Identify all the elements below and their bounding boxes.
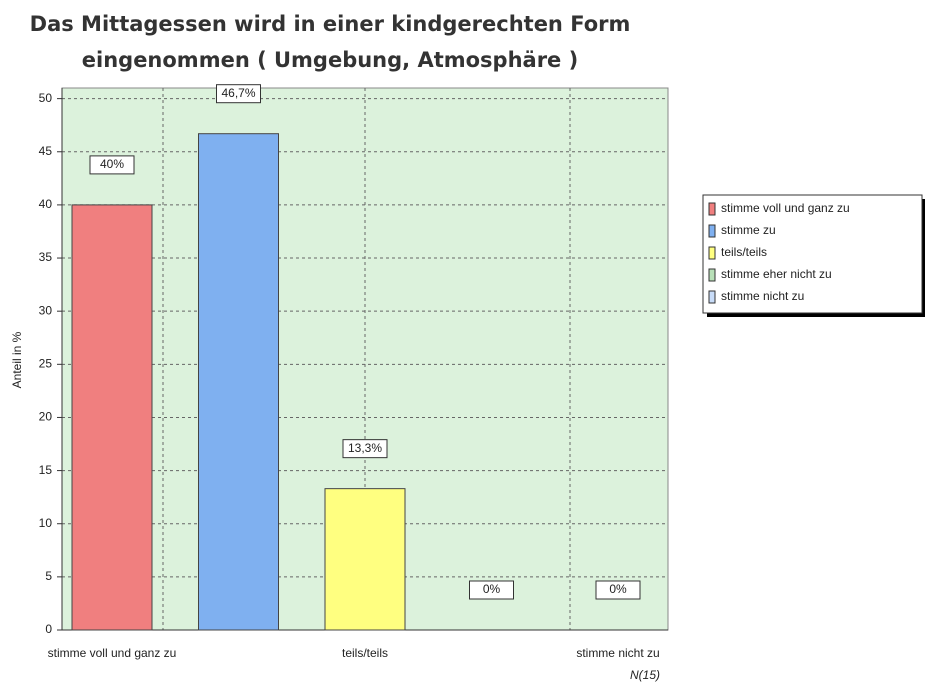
- x-tick-label: stimme nicht zu: [576, 646, 659, 660]
- x-tick-label: stimme voll und ganz zu: [48, 646, 177, 660]
- y-tick-label: 0: [45, 622, 52, 636]
- value-label-box: [342, 439, 388, 459]
- value-label: 46,7%: [221, 86, 255, 100]
- y-tick-label: 20: [39, 410, 53, 424]
- y-tick-label: 50: [39, 91, 53, 105]
- legend-swatch: [708, 246, 716, 260]
- bar: [71, 204, 153, 631]
- x-tick-label: teils/teils: [342, 646, 388, 660]
- y-axis-label: Anteil in %: [10, 331, 24, 388]
- value-label: 40%: [100, 157, 124, 171]
- legend-label: teils/teils: [721, 245, 767, 259]
- value-label-box: [595, 580, 641, 600]
- footnote: N(15): [630, 668, 660, 682]
- y-tick-label: 5: [45, 569, 52, 583]
- value-label-box: [89, 155, 135, 175]
- y-tick-label: 40: [39, 197, 53, 211]
- y-tick-label: 15: [39, 463, 53, 477]
- legend-swatch: [708, 224, 716, 238]
- bar: [198, 133, 279, 631]
- legend-label: stimme eher nicht zu: [721, 267, 832, 281]
- y-tick-label: 30: [39, 303, 53, 317]
- legend-box: [702, 194, 923, 314]
- legend-label: stimme voll und ganz zu: [721, 201, 850, 215]
- chart-title: Das Mittagessen wird in einer kindgerech…: [29, 12, 631, 72]
- value-label: 0%: [609, 582, 627, 596]
- legend-label: stimme zu: [721, 223, 776, 237]
- value-label: 0%: [483, 582, 501, 596]
- legend-swatch: [708, 202, 716, 216]
- legend-swatch: [708, 290, 716, 304]
- value-label-box: [216, 84, 261, 104]
- y-tick-label: 45: [39, 144, 53, 158]
- y-tick-label: 25: [39, 356, 53, 370]
- legend-label: stimme nicht zu: [721, 289, 804, 303]
- value-label: 13,3%: [348, 441, 382, 455]
- value-label-box: [469, 580, 514, 600]
- y-tick-label: 35: [39, 250, 53, 264]
- legend-swatch: [708, 268, 716, 282]
- y-tick-label: 10: [39, 516, 53, 530]
- bar: [324, 488, 406, 631]
